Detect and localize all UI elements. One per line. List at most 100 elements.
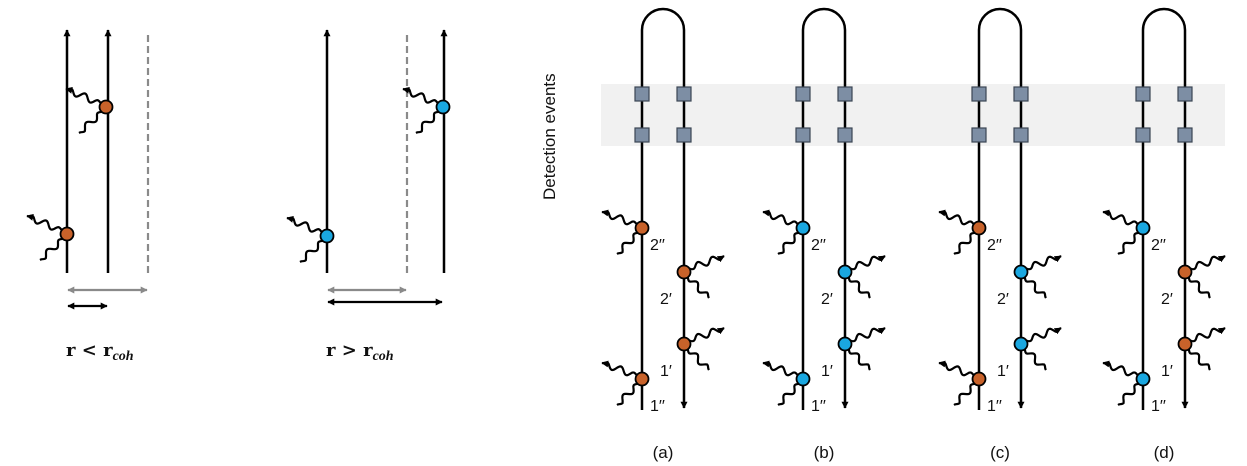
- photon-down-wiggle: [953, 382, 977, 406]
- closed-time-path-loop: [801, 7, 849, 410]
- photon-up-arrow: [1102, 209, 1140, 226]
- photon-up-arrow: [402, 86, 440, 105]
- photon-down-wiggle: [1187, 275, 1211, 299]
- closed-time-path-loop: [640, 7, 688, 410]
- event-label-2p: 2′: [821, 291, 833, 308]
- event-atom-1pp: [634, 371, 650, 387]
- loop-diagram-a: 2′′ 2′ 1′ 1′′ (a): [601, 7, 725, 462]
- event-atom-2p: [1013, 264, 1029, 280]
- event-atom-2p: [676, 264, 692, 280]
- photon-up-arrow: [601, 209, 639, 226]
- event-atom-2pp: [795, 220, 811, 236]
- detector-square: [1135, 86, 1151, 102]
- event-label-1p: 1′: [997, 363, 1009, 380]
- detector-square: [634, 127, 650, 143]
- photon-up-arrow: [601, 360, 639, 377]
- photon-down-wiggle: [777, 231, 801, 255]
- event-atom-1p: [1177, 336, 1193, 352]
- event-label-1p: 1′: [821, 363, 833, 380]
- event-label-1pp: 1′′: [1151, 398, 1166, 415]
- event-label-2p: 2′: [997, 291, 1009, 308]
- photon-down-wiggle: [1023, 275, 1047, 299]
- photon-up-arrow: [26, 213, 64, 232]
- photon-up-arrow: [848, 255, 886, 271]
- event-label-2p: 2′: [660, 291, 672, 308]
- inequality-main: r > r: [326, 340, 373, 361]
- photon-down-wiggle: [953, 231, 977, 255]
- detection-band: [601, 84, 1225, 146]
- photon-down-wiggle: [686, 347, 710, 371]
- inequality-label-left: r < rcoh: [66, 340, 134, 364]
- photon-down-wiggle: [1117, 231, 1141, 255]
- photon-down-wiggle: [1187, 347, 1211, 371]
- photon-down-wiggle: [299, 239, 325, 263]
- panel-r-greater-than-rcoh: [286, 29, 451, 306]
- photon-up-arrow: [65, 86, 103, 105]
- photon-up-arrow: [938, 360, 976, 377]
- event-label-2pp: 2′′: [987, 237, 1002, 254]
- atom-dot: [319, 228, 335, 244]
- event-atom-1pp: [971, 371, 987, 387]
- event-atom-2pp: [634, 220, 650, 236]
- loop-diagram-b: 2′′ 2′ 1′ 1′′ (b): [762, 7, 886, 462]
- detector-square: [1177, 127, 1193, 143]
- loop-diagram-d: 2′′ 2′ 1′ 1′′ (d): [1102, 7, 1226, 462]
- loop-diagrams: 2′′2′1′1′′(a)2′′2′1′1′′(b)2′′2′1′1′′(c)2…: [601, 7, 1226, 462]
- detector-square: [1135, 127, 1151, 143]
- closed-time-path-loop: [1141, 7, 1189, 410]
- panel-caption: (b): [814, 443, 835, 462]
- photon-down-wiggle: [686, 275, 710, 299]
- inequality-subscript: coh: [373, 349, 394, 364]
- detector-square: [1013, 86, 1029, 102]
- event-label-2pp: 2′′: [1151, 237, 1166, 254]
- detector-square: [971, 127, 987, 143]
- detector-square: [676, 127, 692, 143]
- photon-up-arrow: [286, 215, 324, 234]
- loop-diagram-c: 2′′ 2′ 1′ 1′′ (c): [938, 7, 1062, 462]
- photon-up-arrow: [1188, 327, 1226, 343]
- photon-up-arrow: [1188, 255, 1226, 271]
- detector-square: [1013, 127, 1029, 143]
- event-label-2pp: 2′′: [650, 237, 665, 254]
- photon-down-wiggle: [847, 347, 871, 371]
- detector-square: [837, 127, 853, 143]
- detector-square: [795, 127, 811, 143]
- photon-down-wiggle: [616, 231, 640, 255]
- event-label-1pp: 1′′: [650, 398, 665, 415]
- photon-down-wiggle: [415, 110, 441, 134]
- detector-square: [971, 86, 987, 102]
- photon-up-arrow: [848, 327, 886, 343]
- event-atom-1p: [837, 336, 853, 352]
- closed-time-path-loop: [977, 7, 1025, 410]
- event-atom-1pp: [795, 371, 811, 387]
- atom-dot: [435, 99, 451, 115]
- photon-up-arrow: [687, 327, 725, 343]
- atom-dot: [98, 99, 114, 115]
- inequality-subscript: coh: [113, 349, 134, 364]
- detector-square: [676, 86, 692, 102]
- inequality-label-right: r > rcoh: [326, 340, 394, 364]
- event-label-1p: 1′: [660, 363, 672, 380]
- detector-square: [837, 86, 853, 102]
- photon-up-arrow: [1024, 327, 1062, 343]
- photon-up-arrow: [687, 255, 725, 271]
- detector-square: [795, 86, 811, 102]
- photon-down-wiggle: [616, 382, 640, 406]
- event-label-2p: 2′: [1161, 291, 1173, 308]
- event-label-1p: 1′: [1161, 363, 1173, 380]
- event-atom-2pp: [971, 220, 987, 236]
- atom-dot: [59, 226, 75, 242]
- photon-down-wiggle: [39, 237, 65, 261]
- detector-square: [634, 86, 650, 102]
- photon-up-arrow: [938, 209, 976, 226]
- panel-caption: (a): [653, 443, 674, 462]
- photon-down-wiggle: [847, 275, 871, 299]
- event-atom-1p: [676, 336, 692, 352]
- event-atom-1pp: [1135, 371, 1151, 387]
- photon-down-wiggle: [78, 110, 104, 134]
- detection-events-label: Detection events: [540, 73, 559, 200]
- panel-caption: (d): [1154, 443, 1175, 462]
- photon-down-wiggle: [1023, 347, 1047, 371]
- event-label-2pp: 2′′: [811, 237, 826, 254]
